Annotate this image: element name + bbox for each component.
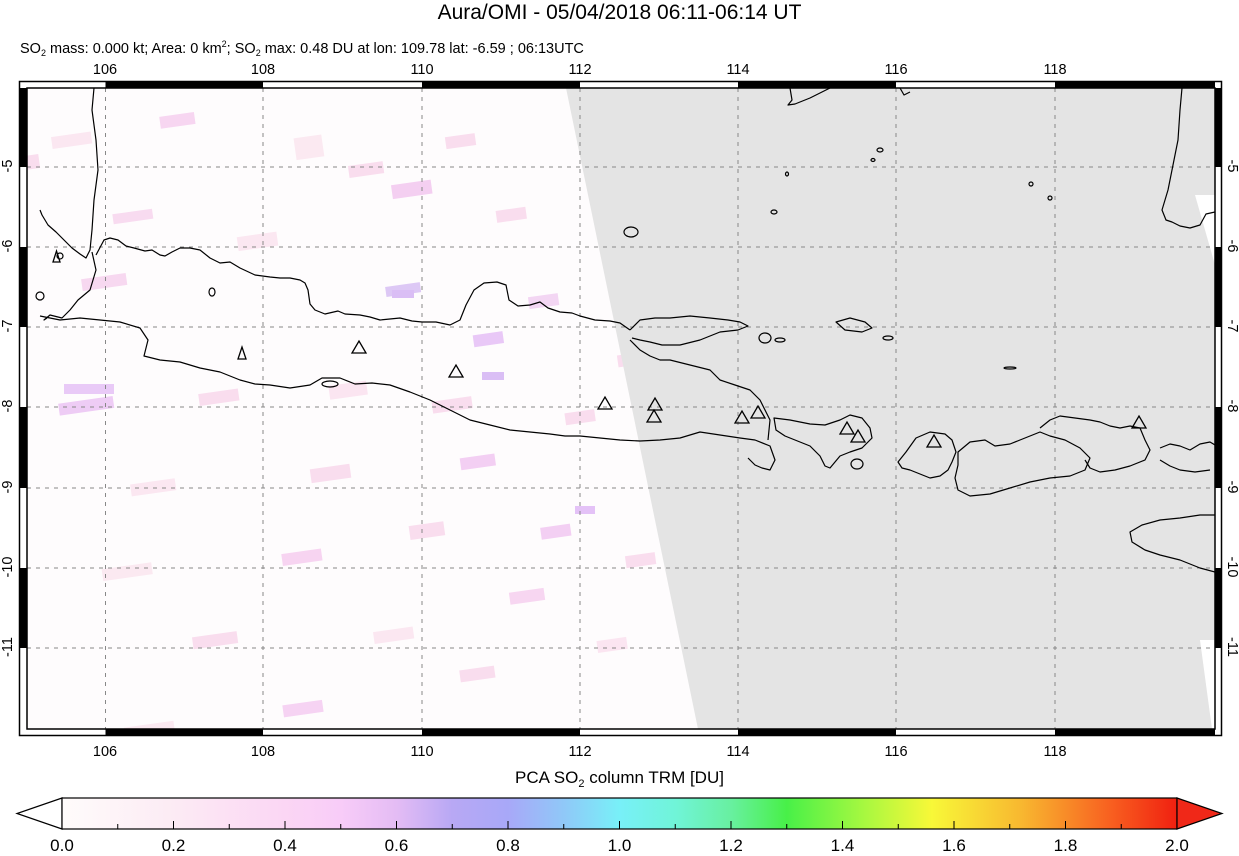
lon-label-bottom: 112: [568, 744, 592, 760]
colorbar-tick-label: 0.8: [496, 836, 520, 855]
subtitle-so2-label: SO: [234, 41, 256, 57]
lon-label-bottom: 110: [410, 744, 434, 760]
volcano-icon: [849, 428, 867, 443]
data-gap: [1200, 640, 1215, 729]
subtitle-mass-area: mass: 0.000 kt; Area: 0 km: [45, 41, 222, 57]
volcano-icon: [237, 344, 247, 360]
volcano-icon: [646, 396, 664, 411]
volcano-icon: [749, 404, 767, 419]
colorbar-tick-label: 0.6: [384, 836, 409, 855]
colorbar-tick-label: 2.0: [1165, 836, 1189, 855]
subtitle-superscript: 2: [221, 39, 227, 49]
lon-label-bottom: 116: [884, 744, 908, 760]
map-frame: [18, 80, 1223, 737]
colorbar-ticks: [117, 821, 1122, 829]
graticule: [27, 88, 1215, 729]
lon-label-bottom: 108: [250, 744, 276, 760]
subtitle-subscript: 2: [255, 48, 261, 58]
colorbar-title: PCA SO2 column TRM [DU]: [0, 768, 1239, 790]
lon-label-top: 118: [1043, 62, 1067, 78]
lon-label-top: 110: [410, 62, 434, 78]
colorbar-tick-label: 1.0: [607, 836, 632, 855]
colorbar-title-prefix: PCA SO: [515, 768, 579, 787]
volcano-markers: [52, 248, 1148, 448]
map-subtitle: SO2 mass: 0.000 kt; Area: 0 km2; SO2 max…: [20, 35, 584, 62]
volcano-icon: [838, 420, 856, 435]
lon-label-bottom: 118: [1043, 744, 1067, 760]
colorbar-title-suffix: column TRM [DU]: [584, 768, 724, 787]
lon-label-top: 112: [568, 62, 592, 78]
volcano-icon: [596, 395, 614, 410]
subtitle-max-info: max: 0.48 DU at lon: 109.78 lat: -6.59 ;…: [260, 41, 584, 57]
colorbar-title-subscript: 2: [578, 778, 585, 790]
colorbar-tick-label: 0.0: [50, 836, 74, 855]
subtitle-so2-label: SO: [20, 41, 41, 57]
colorbar-tick-label: 1.4: [830, 836, 855, 855]
volcano-icon: [645, 408, 663, 423]
colorbar-tick-label: 1.8: [1053, 836, 1078, 855]
subtitle-subscript: 2: [40, 48, 46, 58]
volcano-icon: [925, 433, 943, 448]
colorbar-tick-label: 1.2: [719, 836, 743, 855]
lon-label-bottom: 106: [92, 744, 118, 760]
volcano-icon: [733, 409, 751, 424]
lon-label-top: 116: [884, 62, 908, 78]
subtitle-separator: ;: [226, 41, 235, 57]
volcano-icon: [350, 339, 368, 354]
colorbar-tick-label: 0.2: [161, 836, 186, 855]
map-title: Aura/OMI - 05/04/2018 06:11-06:14 UT: [437, 1, 802, 24]
so2-pixels: [27, 111, 685, 729]
volcano-icon: [1130, 414, 1148, 429]
colorbar-tick-label: 0.4: [273, 836, 297, 855]
coastlines: [35, 88, 1215, 573]
colorbar-extend-low: [15, 797, 63, 830]
volcano-icon: [447, 363, 465, 378]
map-area: [27, 88, 1215, 729]
no-data-region: [566, 88, 1215, 729]
colorbar: [15, 797, 1224, 830]
lon-label-top: 108: [250, 62, 276, 78]
volcano-icon: [52, 248, 61, 263]
colorbar-extend-high: [1176, 797, 1224, 830]
lon-label-top: 106: [92, 62, 118, 78]
lon-label-top: 114: [726, 62, 750, 78]
colorbar-tick-label: 1.6: [942, 836, 966, 855]
lon-label-bottom: 114: [726, 744, 750, 760]
